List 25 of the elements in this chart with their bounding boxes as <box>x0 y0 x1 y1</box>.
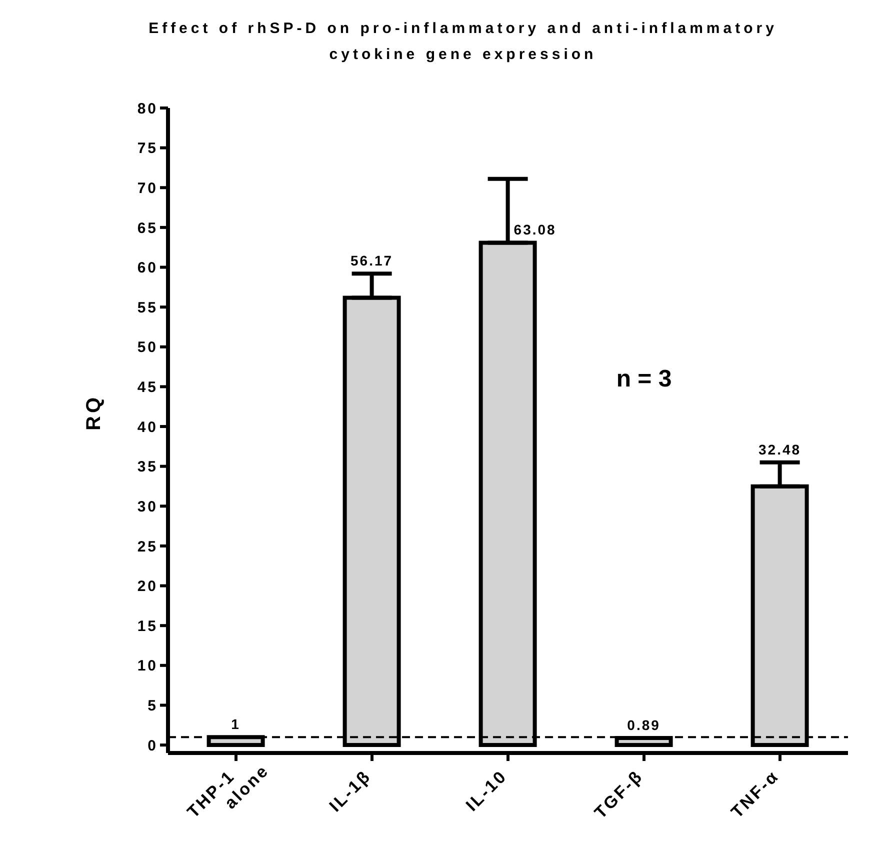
data-label: 63.08 <box>514 222 556 238</box>
y-tick-label: 0 <box>148 737 158 754</box>
y-tick-label: 35 <box>137 458 158 476</box>
data-label: 56.17 <box>350 252 394 269</box>
y-tick-label: 50 <box>137 339 158 356</box>
y-tick-label: 60 <box>137 260 158 277</box>
y-tick-label: 80 <box>137 100 158 118</box>
data-label: 0.89 <box>627 716 660 733</box>
y-tick-label: 30 <box>137 498 158 516</box>
y-axis-title: RQ <box>83 394 106 430</box>
y-tick-label: 15 <box>137 618 158 635</box>
y-tick-label: 55 <box>137 299 158 316</box>
y-tick-label: 10 <box>137 658 158 675</box>
y-tick-label: 70 <box>137 180 158 197</box>
data-label: 32.48 <box>758 441 802 458</box>
y-tick-label: 40 <box>137 418 158 436</box>
y-tick-label: 25 <box>137 538 158 556</box>
annotation: n = 3 <box>616 366 672 393</box>
y-tick-label: 45 <box>137 379 158 396</box>
y-tick-label: 5 <box>148 698 158 715</box>
y-tick-label: 65 <box>137 220 158 237</box>
chart-title: Effect of rhSP-D on pro-inflammatory and anti-inflammatory cytokine gene expression <box>148 19 778 65</box>
data-label: 1 <box>231 716 240 732</box>
y-tick-label: 20 <box>137 578 158 596</box>
y-tick-label: 75 <box>137 140 158 158</box>
